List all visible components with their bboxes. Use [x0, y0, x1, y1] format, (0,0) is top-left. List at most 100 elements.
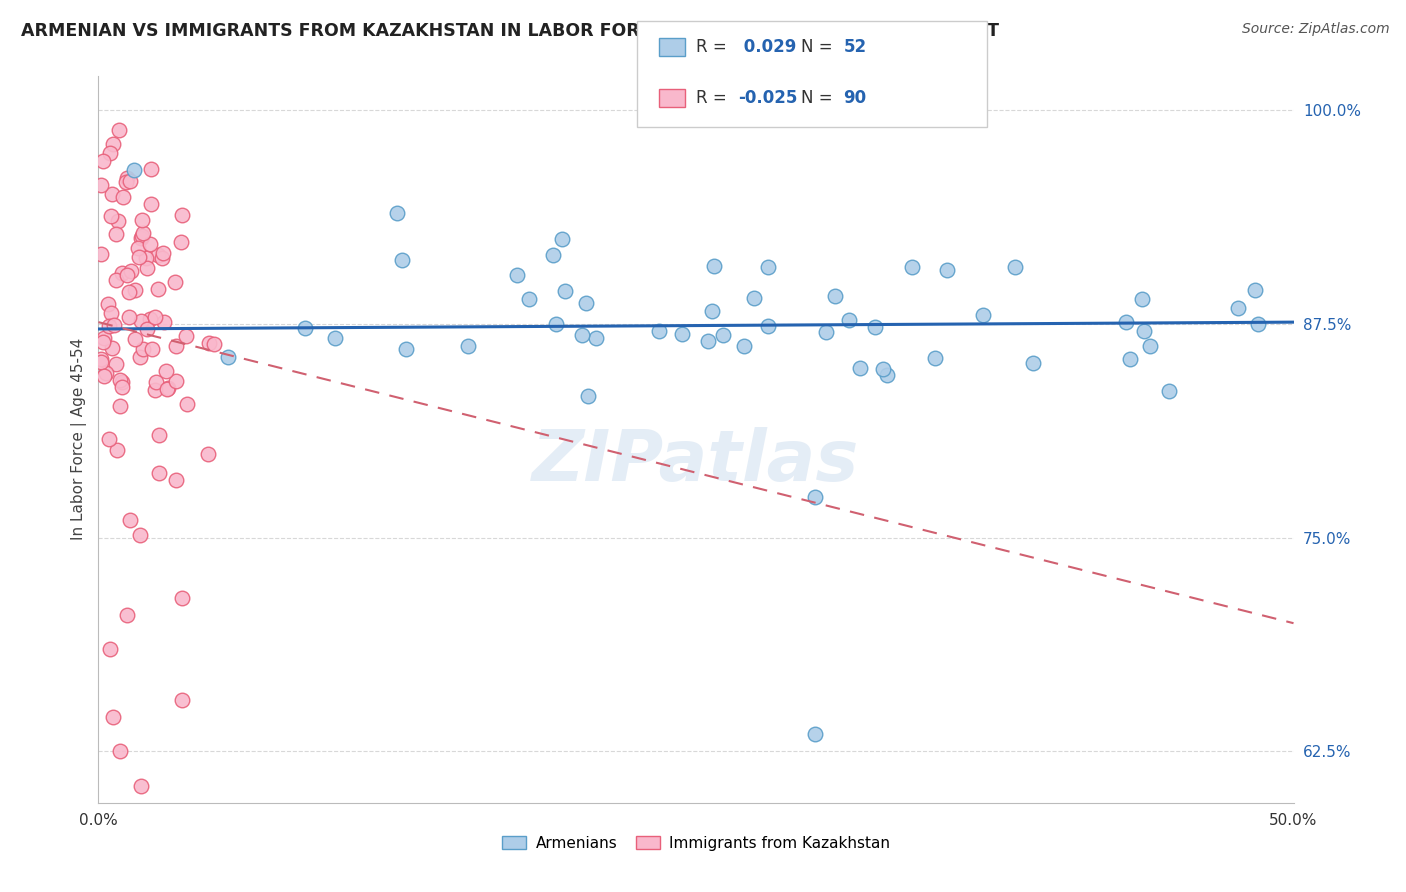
Point — [97, 433, 120, 447]
Point — [198, 336, 221, 351]
Point — [135, 251, 157, 265]
Point — [136, 261, 159, 276]
Point — [124, 284, 146, 298]
Point — [294, 320, 316, 334]
Point — [98, 641, 122, 656]
Point — [148, 283, 170, 297]
Point — [132, 342, 155, 356]
Point — [101, 710, 124, 724]
Point — [1004, 260, 1026, 275]
Point — [165, 374, 187, 388]
Point — [217, 351, 239, 365]
Point — [124, 162, 146, 177]
Point — [506, 268, 529, 282]
Point — [90, 247, 112, 261]
Point — [120, 513, 142, 527]
Point — [972, 308, 994, 322]
Point — [128, 528, 150, 542]
Point — [1022, 356, 1045, 370]
Point — [702, 304, 724, 318]
Point — [111, 189, 134, 203]
Point — [108, 744, 131, 758]
Point — [131, 779, 153, 793]
Text: R =: R = — [696, 89, 727, 107]
Point — [170, 235, 193, 249]
Point — [1139, 339, 1161, 353]
Point — [849, 361, 872, 376]
Point — [90, 352, 112, 367]
Point — [863, 319, 886, 334]
Point — [115, 175, 138, 189]
Point — [93, 331, 115, 345]
Point — [139, 236, 162, 251]
Point — [107, 123, 129, 137]
Point — [115, 607, 138, 622]
Point — [838, 312, 860, 326]
Point — [576, 388, 599, 402]
Point — [101, 341, 124, 355]
Point — [172, 208, 194, 222]
Point — [115, 171, 138, 186]
Point — [90, 355, 112, 369]
Point — [756, 318, 779, 333]
Point — [457, 339, 479, 353]
Point — [108, 399, 131, 413]
Point — [107, 214, 129, 228]
Point — [153, 315, 176, 329]
Text: 52: 52 — [844, 38, 866, 56]
Point — [110, 380, 132, 394]
Point — [1118, 351, 1140, 366]
Text: Source: ZipAtlas.com: Source: ZipAtlas.com — [1241, 22, 1389, 37]
Point — [804, 727, 827, 741]
Point — [901, 260, 924, 275]
Point — [703, 260, 725, 274]
Point — [551, 232, 574, 246]
Point — [131, 231, 153, 245]
Point — [165, 338, 187, 352]
Point — [117, 310, 139, 324]
Point — [876, 368, 898, 383]
Point — [148, 427, 170, 442]
Point — [128, 250, 150, 264]
Point — [118, 173, 141, 187]
Point — [96, 366, 118, 380]
Point — [98, 145, 122, 160]
Point — [143, 310, 166, 325]
Point — [385, 205, 409, 219]
Point — [541, 248, 564, 262]
Y-axis label: In Labor Force | Age 45-54: In Labor Force | Age 45-54 — [72, 338, 87, 541]
Point — [108, 373, 131, 387]
Point — [1247, 317, 1270, 331]
Point — [872, 361, 894, 376]
Point — [124, 332, 146, 346]
Point — [804, 490, 827, 504]
Point — [118, 285, 141, 300]
Point — [105, 273, 128, 287]
Point — [93, 368, 115, 383]
Text: ZIPatlas: ZIPatlas — [533, 426, 859, 496]
Legend: Armenians, Immigrants from Kazakhstan: Armenians, Immigrants from Kazakhstan — [496, 830, 896, 857]
Point — [756, 260, 779, 275]
Point — [155, 364, 177, 378]
Point — [197, 447, 219, 461]
Point — [135, 322, 157, 336]
Point — [671, 327, 693, 342]
Point — [571, 328, 593, 343]
Point — [115, 268, 138, 282]
Point — [139, 312, 162, 326]
Point — [120, 264, 142, 278]
Point — [936, 262, 959, 277]
Point — [141, 343, 163, 357]
Point — [111, 376, 134, 390]
Point — [131, 314, 153, 328]
Point — [90, 178, 112, 193]
Point — [648, 324, 671, 338]
Point — [148, 467, 170, 481]
Point — [1115, 315, 1137, 329]
Point — [924, 351, 946, 365]
Point — [1130, 292, 1153, 306]
Point — [156, 381, 179, 395]
Point — [1227, 301, 1250, 316]
Point — [131, 212, 153, 227]
Text: N =: N = — [801, 89, 832, 107]
